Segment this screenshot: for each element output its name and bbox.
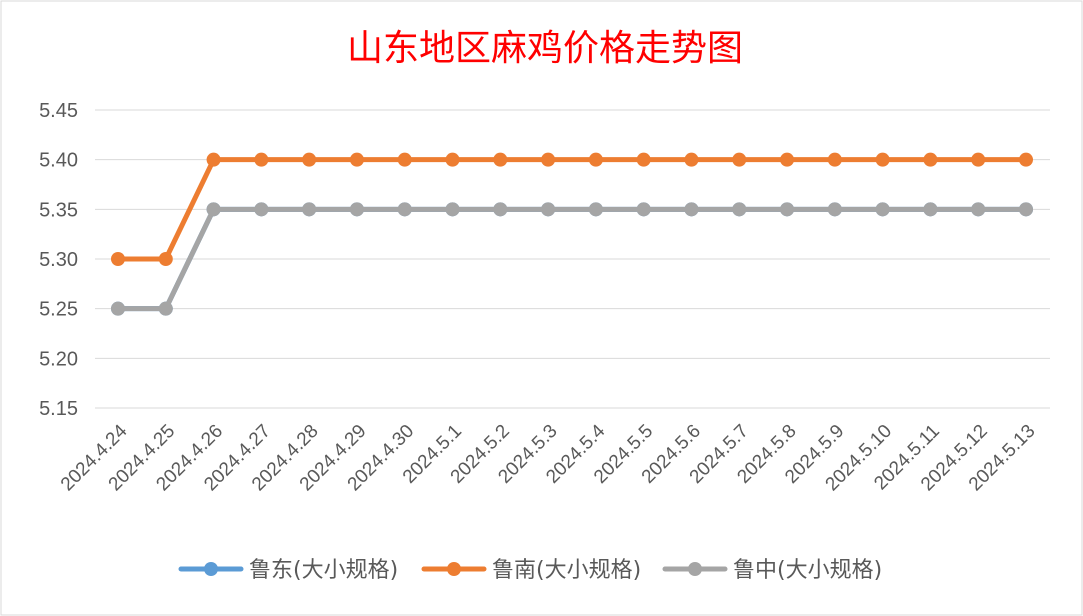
series-lines xyxy=(111,152,1033,316)
y-tick-label: 5.25 xyxy=(39,299,78,321)
y-tick-label: 5.45 xyxy=(39,100,78,122)
y-tick-label: 5.20 xyxy=(39,348,78,370)
legend-marker xyxy=(447,562,461,576)
data-point xyxy=(206,202,221,217)
data-point xyxy=(732,202,747,217)
data-point xyxy=(397,202,412,217)
data-point xyxy=(1019,202,1033,217)
data-point xyxy=(780,202,795,217)
data-point xyxy=(493,152,508,167)
data-point xyxy=(158,301,173,316)
data-point xyxy=(541,202,556,217)
data-point xyxy=(493,202,508,217)
data-point xyxy=(445,152,460,167)
data-point xyxy=(923,152,938,167)
data-point xyxy=(875,202,890,217)
legend-item: 鲁南(大小规格) xyxy=(421,558,641,583)
data-point xyxy=(923,202,938,217)
legend-label: 鲁中(大小规格) xyxy=(733,558,882,583)
data-point xyxy=(302,152,317,167)
legend-item: 鲁东(大小规格) xyxy=(178,558,398,583)
data-point xyxy=(254,152,269,167)
data-point xyxy=(875,152,890,167)
y-tick-label: 5.40 xyxy=(39,150,78,172)
data-point xyxy=(684,202,699,217)
data-point xyxy=(445,202,460,217)
y-tick-label: 5.15 xyxy=(39,398,78,420)
data-point xyxy=(1019,152,1033,167)
legend-marker xyxy=(688,562,702,576)
y-tick-label: 5.35 xyxy=(39,199,78,221)
data-point xyxy=(636,202,651,217)
data-point xyxy=(349,202,364,217)
data-point xyxy=(397,152,412,167)
chart-title: 山东地区麻鸡价格走势图 xyxy=(347,28,743,69)
data-point xyxy=(349,152,364,167)
data-point xyxy=(732,152,747,167)
data-point xyxy=(827,202,842,217)
legend-marker xyxy=(204,562,218,576)
y-axis-tick-labels: 5.15 5.20 5.25 5.30 5.35 5.40 5.45 xyxy=(39,100,78,420)
data-point xyxy=(588,152,603,167)
series-2 xyxy=(111,202,1033,316)
data-point xyxy=(111,301,125,316)
data-point xyxy=(780,152,795,167)
data-point xyxy=(588,202,603,217)
series-line xyxy=(115,157,1029,262)
series-line xyxy=(115,206,1029,312)
legend: 鲁东(大小规格) 鲁南(大小规格) 鲁中(大小规格) xyxy=(178,558,882,583)
y-tick-label: 5.30 xyxy=(39,249,78,271)
data-point xyxy=(971,202,986,217)
data-point xyxy=(254,202,269,217)
legend-label: 鲁东(大小规格) xyxy=(249,558,398,583)
data-point xyxy=(636,152,651,167)
data-point xyxy=(971,152,986,167)
data-point xyxy=(302,202,317,217)
data-point xyxy=(684,152,699,167)
series-1 xyxy=(111,152,1033,266)
data-point xyxy=(206,152,221,167)
legend-item: 鲁中(大小规格) xyxy=(662,558,882,583)
data-point xyxy=(541,152,556,167)
data-point xyxy=(111,252,125,266)
data-point xyxy=(158,252,173,266)
legend-label: 鲁南(大小规格) xyxy=(492,558,641,583)
data-point xyxy=(827,152,842,167)
